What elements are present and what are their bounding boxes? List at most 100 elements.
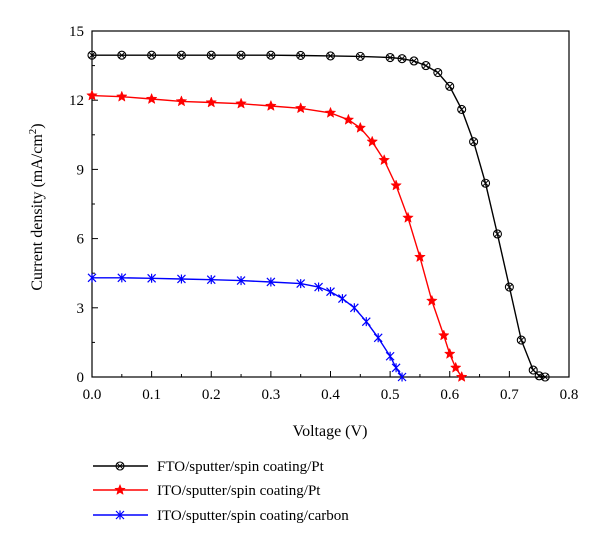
marker-circle (115, 461, 125, 471)
marker-x (177, 274, 186, 284)
data-point (385, 52, 395, 63)
marker-star (86, 89, 98, 101)
data-point (409, 56, 419, 66)
marker-circle (385, 52, 395, 63)
marker-x (266, 277, 276, 287)
y-tick-label: 9 (77, 162, 85, 178)
y-tick-label: 3 (77, 301, 85, 317)
data-point (414, 250, 426, 263)
marker-star (414, 250, 426, 263)
marker-circle (528, 365, 538, 375)
marker-x (326, 287, 335, 297)
y-tick-label: 15 (69, 24, 84, 40)
legend-label-ito-pt: ITO/sputter/spin coating/Pt (157, 483, 321, 499)
marker-x (349, 303, 359, 313)
marker-cross (518, 336, 525, 344)
x-tick-label: 0.3 (262, 387, 281, 403)
x-tick-label: 0.4 (321, 387, 340, 403)
marker-star (342, 113, 355, 125)
marker-star (443, 347, 456, 359)
marker-star (205, 96, 218, 108)
marker-cross (530, 366, 537, 374)
data-point (449, 361, 462, 373)
marker-star (425, 294, 438, 306)
data-point (314, 282, 323, 292)
data-point (437, 329, 450, 341)
marker-x (397, 372, 407, 382)
series-line (92, 54, 546, 378)
legend: FTO/sputter/spin coating/Pt ITO/sputter/… (93, 459, 349, 524)
data-point (87, 50, 97, 60)
series-line (91, 94, 463, 378)
marker-cross (410, 57, 418, 65)
data-point (421, 61, 431, 71)
y-axis-title-main: Current density (mA/cm (29, 134, 46, 291)
legend-entry-ito-carbon: ITO/sputter/spin coating/carbon (93, 508, 349, 524)
marker-circle (504, 282, 514, 292)
data-point (528, 365, 538, 375)
marker-cross (541, 373, 549, 381)
data-point (397, 54, 407, 64)
marker-star (378, 154, 391, 166)
marker-star (354, 121, 367, 133)
marker-star (145, 92, 158, 105)
data-point (391, 363, 401, 373)
marker-cross (148, 52, 155, 59)
data-point (87, 273, 97, 283)
marker-circle (409, 56, 419, 66)
marker-x (147, 273, 157, 283)
data-point (354, 121, 367, 133)
legend-label-ito-carbon: ITO/sputter/spin coating/carbon (157, 508, 349, 524)
data-point (176, 50, 186, 60)
marker-x (117, 273, 127, 283)
y-axis-title: Current density (mA/cm2) (27, 123, 46, 290)
data-point (443, 347, 456, 359)
marker-cross (398, 55, 406, 62)
data-point (117, 273, 127, 283)
marker-circle (421, 61, 431, 71)
marker-cross (434, 69, 441, 76)
x-tick-label: 0.5 (381, 387, 400, 403)
marker-x (361, 317, 371, 327)
marker-star (115, 90, 128, 102)
marker-cross (470, 138, 477, 145)
marker-x (236, 276, 246, 286)
marker-circle (355, 51, 365, 61)
data-point (425, 294, 438, 306)
series-layer (86, 50, 550, 382)
marker-cross (237, 52, 245, 59)
marker-cross (267, 52, 275, 59)
marker-star (390, 179, 402, 191)
marker-cross (357, 53, 364, 60)
data-point (349, 303, 359, 313)
data-point (117, 50, 127, 60)
data-point (177, 274, 186, 284)
marker-star (455, 370, 468, 382)
marker-circle (540, 372, 550, 382)
data-point (366, 135, 379, 147)
data-point (338, 294, 347, 304)
marker-circle (87, 50, 97, 60)
legend-entry-fto-pt: FTO/sputter/spin coating/Pt (93, 459, 325, 475)
data-point (325, 51, 336, 61)
marker-circle (480, 178, 491, 188)
data-point (445, 81, 455, 91)
data-point (457, 104, 467, 114)
series-1 (86, 89, 468, 382)
series-line (92, 277, 403, 378)
data-point (296, 50, 306, 61)
data-point (433, 67, 443, 78)
marker-x (338, 294, 347, 304)
marker-circle (147, 50, 157, 60)
marker-star (402, 211, 414, 223)
marker-cross (494, 230, 501, 238)
marker-cross (386, 54, 394, 61)
data-point (373, 333, 383, 343)
marker-circle (457, 104, 467, 114)
y-tick-label: 6 (77, 232, 85, 248)
data-point (324, 106, 337, 118)
marker-star (114, 483, 126, 495)
legend-marker-ito-carbon (115, 510, 125, 520)
plot-frame (91, 30, 570, 378)
